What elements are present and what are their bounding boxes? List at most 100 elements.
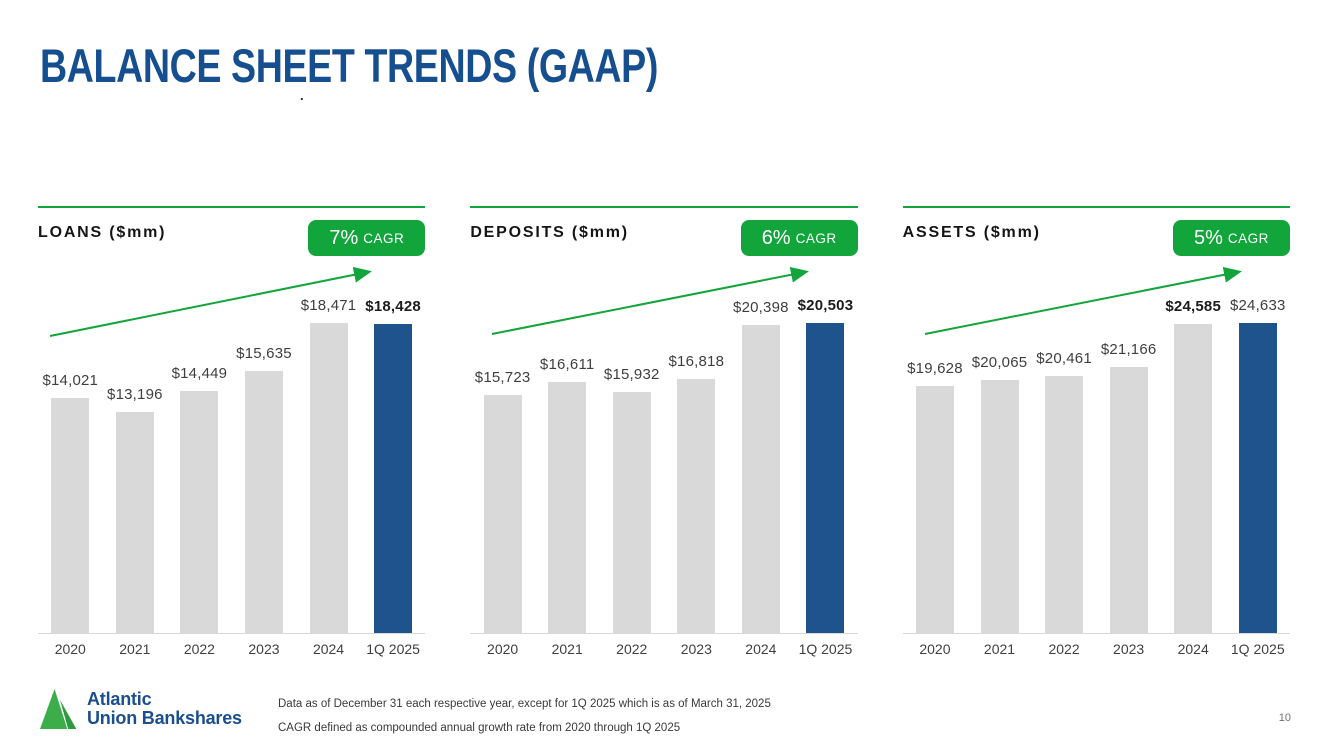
- bar: [741, 325, 780, 633]
- bar-slot: $15,635: [232, 262, 297, 633]
- cagr-badge-deposits: 6% CAGR: [740, 220, 858, 256]
- bar-chart-loans: $14,021 $13,196 $14,449 $15,635 $18,471 $18,4…: [38, 262, 426, 634]
- bar-chart-deposits: $15,723 $16,611 $15,932 $16,818 $20,398 $20,5…: [470, 262, 858, 634]
- x-axis-tick-label: 2024: [1177, 641, 1209, 657]
- bar: [180, 391, 219, 633]
- bar: [115, 412, 154, 633]
- chart-title-deposits: DEPOSITS ($mm): [470, 224, 629, 241]
- bar-value-label: $14,021: [42, 372, 99, 389]
- bar: [677, 379, 716, 633]
- x-axis-loans: 2020 2021 2022 2023 2024 1Q 2025: [38, 634, 425, 657]
- bars-deposits: $15,723 $16,611 $15,932 $16,818 $20,398 $20,5…: [470, 262, 857, 633]
- bar-slot: $24,585: [1161, 262, 1226, 633]
- bar: [1109, 367, 1148, 633]
- panel-header: LOANS ($mm) 7% CAGR: [38, 208, 426, 262]
- bar-slot: $16,818: [664, 262, 729, 633]
- panel-header: ASSETS ($mm) 5% CAGR: [903, 208, 1290, 262]
- cagr-value: 6%: [761, 226, 791, 249]
- chart-panel-deposits: DEPOSITS ($mm) 6% CAGR $15,723 $16,611 $15…: [470, 206, 858, 657]
- bar-chart-assets: $19,628 $20,065 $20,461 $21,166 $24,585 $24,6…: [902, 262, 1290, 634]
- logo-line2: Union Bankshares: [87, 708, 242, 728]
- bar-slot: $20,461: [1032, 262, 1097, 633]
- x-axis-tick-label: 2022: [1048, 641, 1080, 657]
- x-axis-tick-label: 2022: [183, 641, 215, 657]
- bar: [980, 380, 1019, 633]
- bar: [309, 323, 348, 633]
- stray-period: .: [300, 88, 304, 103]
- bar-value-label: $18,428: [365, 298, 421, 315]
- bar-slot: $14,021: [38, 262, 103, 633]
- x-axis-tick-label: 2023: [680, 641, 712, 657]
- bar-slot: $14,449: [167, 262, 232, 633]
- bar-slot: $18,428: [361, 262, 426, 633]
- footnotes: Data as of December 31 each respective y…: [278, 698, 771, 746]
- bar-value-label: $21,166: [1100, 341, 1157, 358]
- x-axis-tick-label: 2021: [983, 641, 1016, 657]
- page-title: BALANCE SHEET TRENDS (GAAP): [40, 39, 658, 92]
- bar-value-label: $20,503: [797, 297, 854, 314]
- cagr-value: 5%: [1194, 226, 1223, 249]
- cagr-label: CAGR: [363, 230, 405, 246]
- x-axis-tick-label: 2022: [616, 641, 648, 657]
- bar-value-label: $18,471: [300, 297, 357, 314]
- bar-slot: $15,932: [599, 262, 664, 633]
- x-axis-assets: 2020 2021 2022 2023 2024 1Q 2025: [903, 634, 1290, 657]
- chart-panel-loans: LOANS ($mm) 7% CAGR $14,021 $13,196 $14,44…: [38, 206, 426, 657]
- bar-highlighted: [806, 323, 845, 633]
- x-axis-tick-label: 2021: [551, 641, 583, 657]
- bar-value-label: $16,611: [539, 356, 595, 373]
- bar: [548, 382, 587, 633]
- page-number: 10: [1278, 712, 1291, 724]
- cagr-value: 7%: [329, 226, 359, 249]
- x-axis-tick-label: 1Q 2025: [798, 641, 853, 657]
- bar-value-label: $20,065: [971, 354, 1028, 371]
- bar-slot: $24,633: [1225, 262, 1290, 633]
- bar: [915, 386, 954, 633]
- bar-highlighted: [1238, 323, 1277, 633]
- bar-slot: $15,723: [470, 262, 535, 633]
- x-axis-deposits: 2020 2021 2022 2023 2024 1Q 2025: [470, 634, 857, 657]
- footnote-2: CAGR defined as compounded annual growth…: [278, 722, 681, 734]
- bar-value-label: $13,196: [107, 386, 163, 403]
- bars-loans: $14,021 $13,196 $14,449 $15,635 $18,471 $18,4…: [38, 262, 425, 633]
- x-axis-tick-label: 2020: [487, 641, 519, 657]
- cagr-badge-loans: 7% CAGR: [308, 220, 426, 256]
- bars-assets: $19,628 $20,065 $20,461 $21,166 $24,585 $24,6…: [903, 262, 1290, 633]
- chart-title-assets: ASSETS ($mm): [902, 224, 1041, 241]
- bar-slot: $20,503: [793, 262, 858, 633]
- bar: [51, 398, 90, 633]
- bar: [612, 392, 651, 633]
- atlantic-union-logo-icon: [40, 689, 77, 729]
- x-axis-tick-label: 2024: [312, 641, 345, 657]
- bar-slot: $21,166: [1096, 262, 1161, 633]
- bar-slot: $16,611: [535, 262, 600, 633]
- bar-value-label: $16,818: [668, 353, 725, 370]
- bar-value-label: $19,628: [907, 360, 963, 377]
- company-logo: Atlantic Union Bankshares: [40, 688, 242, 730]
- bar-value-label: $15,932: [603, 366, 660, 383]
- charts-row: LOANS ($mm) 7% CAGR $14,021 $13,196 $14,44…: [38, 206, 1290, 657]
- bar-highlighted: [374, 324, 413, 633]
- logo-line1: Atlantic: [87, 689, 152, 709]
- x-axis-tick-label: 2024: [745, 641, 777, 657]
- x-axis-tick-label: 2020: [919, 641, 951, 657]
- bar-value-label: $15,635: [236, 345, 292, 362]
- cagr-badge-assets: 5% CAGR: [1172, 220, 1290, 256]
- bar-value-label: $14,449: [171, 365, 228, 382]
- bar-value-label: $15,723: [474, 369, 531, 386]
- bar-slot: $13,196: [103, 262, 168, 633]
- bar-slot: $20,398: [729, 262, 794, 633]
- x-axis-tick-label: 2023: [1113, 641, 1145, 657]
- x-axis-tick-label: 2020: [54, 641, 86, 657]
- x-axis-tick-label: 2021: [119, 641, 151, 657]
- bar-value-label: $20,398: [733, 299, 789, 316]
- cagr-label: CAGR: [795, 230, 837, 246]
- x-axis-tick-label: 1Q 2025: [1230, 641, 1285, 657]
- bar-slot: $19,628: [903, 262, 968, 633]
- cagr-label: CAGR: [1227, 230, 1269, 246]
- bar-value-label: $24,633: [1229, 297, 1286, 314]
- footnote-1: Data as of December 31 each respective y…: [278, 698, 771, 710]
- x-axis-tick-label: 1Q 2025: [366, 641, 420, 657]
- logo-wordmark: Atlantic Union Bankshares: [87, 690, 242, 728]
